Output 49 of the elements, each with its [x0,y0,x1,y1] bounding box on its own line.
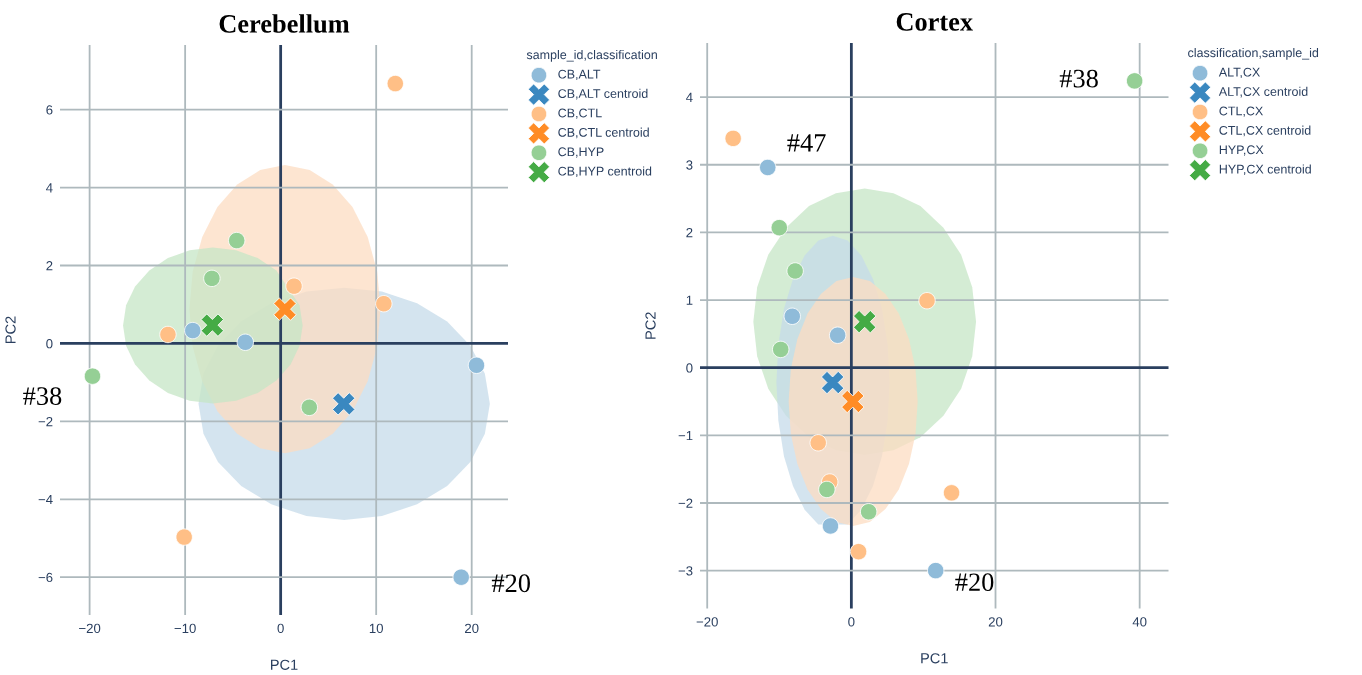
x-tick-label: 0 [277,623,284,634]
y-tick-label: −4 [38,494,53,505]
annotation: #38 [23,387,62,405]
annotation: #47 [787,134,826,152]
legend-label: ALT,CX [1218,67,1260,79]
annotation: #38 [1059,69,1098,88]
x-axis-title: PC1 [271,659,298,670]
y-tick-label: 1 [686,295,693,305]
annotation: #20 [955,573,994,592]
y-tick-label: −6 [38,572,53,583]
x-tick-label: −10 [174,623,196,634]
legend-label: ALT,CX centroid [1218,86,1308,98]
x-tick-label: 20 [465,623,479,634]
y-tick-label: 2 [46,261,53,271]
legend-label: CB,HYP [558,147,604,158]
y-axis-title: PC2 [5,316,16,343]
legend-label: CB,ALT [558,69,601,81]
y-tick-label: −2 [678,498,693,508]
chart-title: Cerebellum [219,14,350,33]
legend-label: HYP,CX [1219,145,1264,156]
y-tick-label: 4 [46,183,53,193]
y-tick-label: 6 [46,105,53,115]
y-axis-title: PC2 [645,312,656,339]
legend-label: CTL,CX centroid [1219,125,1311,137]
y-tick-label: 0 [46,339,53,349]
x-tick-label: −20 [696,617,718,627]
chart-title: Cortex [896,13,973,31]
y-tick-label: 2 [686,227,693,238]
y-tick-label: 0 [686,363,693,373]
legend-label: CB,ALT centroid [558,88,648,100]
x-tick-label: 0 [848,617,855,627]
legend-label: HYP,CX centroid [1219,164,1311,176]
y-tick-label: 3 [686,160,693,170]
x-tick-label: 40 [1132,617,1147,627]
legend-title: sample_id,classification [526,50,657,62]
legend-label: CB,CTL centroid [558,127,649,139]
x-tick-label: −20 [79,623,101,634]
x-tick-label: 10 [369,623,383,634]
legend-title: classification,sample_id [1188,48,1319,60]
x-axis-title: PC1 [921,653,948,664]
legend-label: CTL,CX [1219,106,1263,117]
y-tick-label: 4 [686,92,693,102]
legend-label: CB,CTL [558,108,602,119]
annotation: #20 [491,574,530,593]
legend-label: CB,HYP centroid [558,166,652,178]
y-tick-label: −1 [678,431,693,441]
x-tick-label: 20 [988,617,1003,627]
y-tick-label: −3 [678,566,693,576]
y-tick-label: −2 [38,416,53,427]
